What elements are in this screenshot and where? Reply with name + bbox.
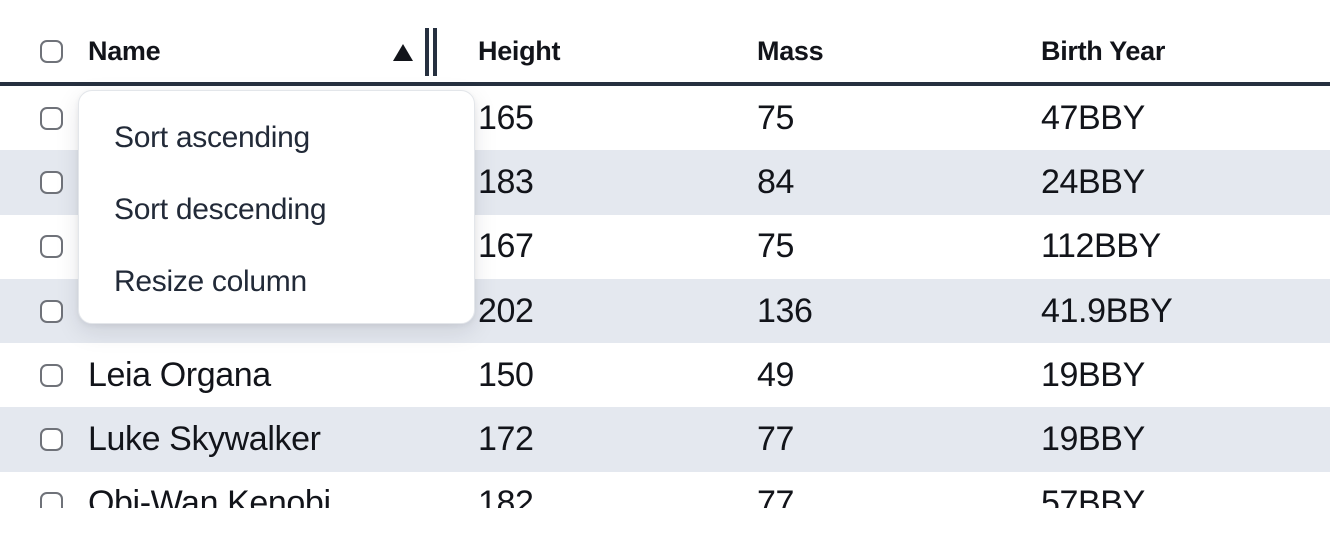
cell-birth-year: 57BBY xyxy=(1041,484,1145,508)
row-checkbox[interactable] xyxy=(40,492,63,508)
cell-mass: 136 xyxy=(757,291,813,330)
row-checkbox[interactable] xyxy=(40,235,63,259)
row-checkbox[interactable] xyxy=(40,363,63,387)
column-header-mass[interactable]: Mass xyxy=(757,35,824,66)
column-header-height[interactable]: Height xyxy=(478,35,561,66)
cell-birth-year: 19BBY xyxy=(1041,355,1145,394)
table-row: Luke Skywalker 172 77 19BBY xyxy=(0,407,1330,472)
column-header-name[interactable]: Name xyxy=(78,0,468,82)
column-menu: Sort ascending Sort descending Resize co… xyxy=(78,90,475,324)
cell-height: 183 xyxy=(478,162,534,201)
select-all-checkbox[interactable] xyxy=(40,39,63,63)
menu-item-sort-ascending[interactable]: Sort ascending xyxy=(114,121,310,154)
column-resize-handle[interactable] xyxy=(425,28,437,76)
row-checkbox[interactable] xyxy=(40,299,63,323)
cell-mass: 75 xyxy=(757,227,795,266)
column-header-name-label: Name xyxy=(88,35,161,66)
cell-birth-year: 41.9BBY xyxy=(1041,291,1173,330)
resize-bar-icon xyxy=(433,28,437,76)
cell-height: 167 xyxy=(478,227,534,266)
cell-birth-year: 47BBY xyxy=(1041,98,1145,137)
cell-birth-year: 112BBY xyxy=(1041,227,1161,266)
row-checkbox[interactable] xyxy=(40,106,63,130)
cell-mass: 49 xyxy=(757,355,795,394)
table-row: Leia Organa 150 49 19BBY xyxy=(0,343,1330,408)
cell-height: 172 xyxy=(478,420,534,459)
cell-birth-year: 24BBY xyxy=(1041,162,1145,201)
cell-name: Leia Organa xyxy=(88,355,271,394)
cell-mass: 77 xyxy=(757,420,795,459)
cell-mass: 75 xyxy=(757,98,795,137)
cell-mass: 77 xyxy=(757,484,795,508)
cell-name: Luke Skywalker xyxy=(88,420,321,459)
cell-mass: 84 xyxy=(757,162,795,201)
cell-height: 165 xyxy=(478,98,534,137)
table-header-row: Name Height Mass Birth Year xyxy=(0,0,1330,86)
row-checkbox[interactable] xyxy=(40,428,63,452)
cell-birth-year: 19BBY xyxy=(1041,420,1145,459)
sort-ascending-icon xyxy=(393,44,413,61)
table-row: Obi-Wan Kenobi 182 77 57BBY xyxy=(0,471,1330,508)
resize-bar-icon xyxy=(425,28,429,76)
cell-height: 150 xyxy=(478,355,534,394)
row-checkbox[interactable] xyxy=(40,170,63,194)
select-all-cell xyxy=(0,0,78,82)
cell-name: Obi-Wan Kenobi xyxy=(88,484,331,508)
column-header-birth-year[interactable]: Birth Year xyxy=(1041,35,1166,66)
menu-item-resize-column[interactable]: Resize column xyxy=(114,265,307,298)
cell-height: 182 xyxy=(478,484,534,508)
cell-height: 202 xyxy=(478,291,534,330)
menu-item-sort-descending[interactable]: Sort descending xyxy=(114,193,327,226)
